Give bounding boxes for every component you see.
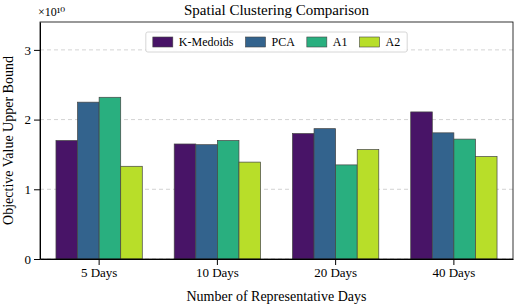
bar <box>432 133 454 259</box>
y-tick-mark <box>34 189 40 190</box>
x-tick-mark <box>453 259 454 265</box>
y-tick-mark <box>34 120 40 121</box>
x-tick-mark <box>335 259 336 265</box>
y-axis-title: Objective Value Upper Bound <box>1 56 16 225</box>
y-axis: 0 1 2 3 <box>25 23 41 267</box>
legend-swatch <box>360 37 380 47</box>
x-tick-label: 40 Days <box>432 265 475 280</box>
bar <box>475 157 497 259</box>
bar <box>239 162 261 259</box>
y-tick: 1 <box>25 182 41 197</box>
bar <box>454 139 476 259</box>
x-tick: 5 Days <box>81 259 117 280</box>
y-tick-label: 1 <box>25 182 32 197</box>
x-tick-mark <box>217 259 218 265</box>
x-axis: 5 Days 10 Days 20 Days 40 Days <box>41 259 514 280</box>
legend: K-Medoids PCA A1 A2 <box>146 32 407 52</box>
bar <box>174 144 196 259</box>
legend-label: A2 <box>386 35 401 49</box>
legend-item: K-Medoids <box>153 35 234 49</box>
axis-offset: ×10¹⁰ <box>38 5 65 19</box>
legend-label: PCA <box>271 35 295 49</box>
grid <box>40 50 513 259</box>
x-tick: 40 Days <box>432 259 475 280</box>
x-tick-label: 5 Days <box>81 265 117 280</box>
chart: 0 1 2 3 5 Days 10 Days 20 Days 40 Days Spatial C… <box>0 0 518 306</box>
legend-item: PCA <box>245 35 295 49</box>
bar <box>217 141 239 260</box>
x-axis-title: Number of Representative Days <box>187 289 367 304</box>
bar <box>357 150 379 259</box>
legend-label: K-Medoids <box>179 35 234 49</box>
legend-item: A2 <box>360 35 401 49</box>
x-tick-mark <box>99 259 100 265</box>
x-tick-label: 10 Days <box>196 265 239 280</box>
y-tick-label: 0 <box>25 252 32 267</box>
x-tick: 10 Days <box>196 259 239 280</box>
legend-item: A1 <box>307 35 348 49</box>
y-tick-mark <box>34 50 40 51</box>
x-tick-label: 20 Days <box>314 265 357 280</box>
y-tick-label: 3 <box>25 43 32 58</box>
y-axis-line <box>40 23 41 260</box>
legend-box <box>146 32 407 52</box>
legend-swatch <box>153 37 173 47</box>
y-tick: 3 <box>25 43 41 58</box>
plot: 0 1 2 3 5 Days 10 Days 20 Days 40 Days <box>25 22 514 280</box>
title: Spatial Clustering Comparison <box>184 2 369 18</box>
legend-label: A1 <box>333 35 348 49</box>
bars <box>56 97 497 259</box>
x-tick: 20 Days <box>314 259 357 280</box>
y-tick-label: 2 <box>25 112 32 127</box>
bar <box>56 141 78 260</box>
bar <box>292 134 314 259</box>
bar <box>121 166 143 259</box>
y-tick: 2 <box>25 112 41 127</box>
legend-swatch <box>245 37 265 47</box>
bar <box>336 165 358 259</box>
x-axis-line <box>41 259 514 260</box>
bar <box>314 129 336 259</box>
bar <box>78 102 100 259</box>
legend-swatch <box>307 37 327 47</box>
bar <box>411 112 433 259</box>
plot-frame <box>40 22 513 259</box>
bar <box>99 97 121 259</box>
y-tick: 0 <box>25 252 41 267</box>
y-tick-mark <box>34 259 40 260</box>
bar <box>196 145 218 259</box>
